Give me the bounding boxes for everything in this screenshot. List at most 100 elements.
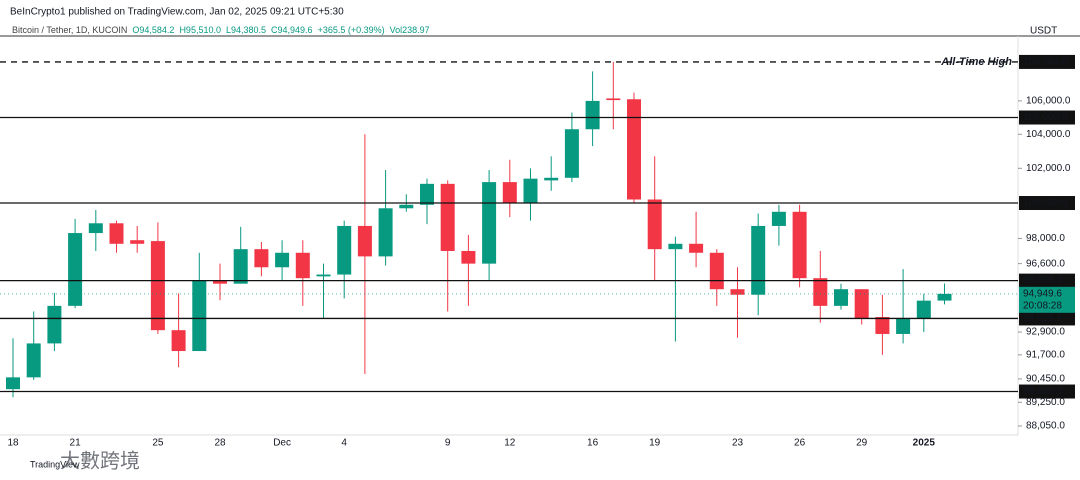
candle-body [47, 305, 62, 344]
candle-body [275, 252, 290, 268]
candle-body [647, 199, 662, 250]
level-label: 100,000.0 [1023, 198, 1068, 209]
candle-body [461, 250, 476, 264]
candle-body [213, 280, 227, 284]
candle-body [440, 183, 455, 251]
candle-body [689, 243, 704, 253]
x-tick-label: 26 [794, 438, 806, 449]
candle-body [937, 293, 952, 301]
candle-body [502, 182, 517, 204]
candle-body [109, 223, 124, 244]
candle-body [316, 274, 331, 277]
symbol: Bitcoin / Tether, 1D, KUCOIN [12, 25, 127, 35]
y-tick-label: 91,700.0 [1026, 349, 1065, 360]
level-label-box [1019, 273, 1075, 288]
y-tick-label: 102,000.0 [1026, 163, 1071, 174]
candle-body [627, 99, 641, 200]
x-tick-label: 21 [70, 438, 82, 449]
candle-body [68, 233, 83, 306]
last-price-box [1019, 286, 1075, 313]
logo: TradingView [30, 459, 80, 469]
level-label-box [1019, 384, 1075, 399]
level-label-box [1019, 311, 1075, 326]
level-label-box [1019, 54, 1075, 69]
x-tick-label: 16 [587, 438, 599, 449]
candle-body [834, 289, 848, 306]
level-label: 89,800.0 [1023, 386, 1062, 397]
candle-body [26, 343, 41, 378]
candle-body [606, 98, 621, 101]
candle-body [668, 243, 683, 250]
y-tick-label: 104,000.0 [1026, 129, 1071, 140]
candle-body [771, 211, 786, 226]
x-tick-label: 9 [445, 438, 451, 449]
legend-value: H95,510.0 [179, 25, 221, 35]
candle-body [896, 318, 911, 334]
candle-body [751, 225, 766, 295]
candle-body [378, 208, 393, 257]
legend-value: Vol238.97 [390, 25, 430, 35]
legend-value: C94,949.6 [271, 25, 313, 35]
candle-body [150, 241, 165, 331]
level-note: All-Time High [940, 56, 1012, 68]
candle-body [254, 249, 269, 268]
candle-body [295, 252, 310, 279]
legend-value: O94,584.2 [132, 25, 174, 35]
candle-body [916, 300, 931, 319]
y-tick-label: 92,900.0 [1026, 327, 1065, 338]
x-tick-label: 29 [856, 438, 868, 449]
x-tick-label: 4 [341, 438, 347, 449]
level-label-box [1019, 110, 1075, 125]
x-tick-label: 19 [649, 438, 661, 449]
last-price-label: 94,949.6 [1023, 288, 1062, 299]
y-tick-label: 96,600.0 [1026, 258, 1065, 269]
y-tick-label: 106,000.0 [1026, 96, 1071, 107]
x-tick-label: 28 [214, 438, 226, 449]
published: BeInCrypto1 published on TradingView.com… [10, 7, 344, 18]
x-tick-label: Dec [273, 438, 291, 449]
y-tick-label: 90,450.0 [1026, 374, 1065, 385]
candle-body [585, 100, 600, 130]
candle-body [130, 240, 145, 244]
level-label: 108,384.6 [1023, 57, 1068, 68]
candle-body [854, 289, 869, 319]
level-label: 105,000.0 [1023, 112, 1068, 123]
legend: Bitcoin / Tether, 1D, KUCOIN O94,584.2 H95… [12, 25, 430, 35]
candle-body [192, 280, 207, 352]
legend-value: L94,380.5 [226, 25, 266, 35]
candle-body [6, 377, 20, 390]
legend-value: +365.5 (+0.39%) [318, 25, 385, 35]
level-label: 93,625.1 [1023, 313, 1062, 324]
candle-body [875, 317, 890, 334]
level-label: 95,668.4 [1023, 275, 1062, 286]
candle-body [357, 225, 372, 257]
candle-body [337, 225, 352, 275]
candle-body [730, 289, 745, 295]
y-tick-label: 88,050.0 [1026, 421, 1065, 432]
x-tick-label: 23 [732, 438, 744, 449]
level-label-box [1019, 196, 1075, 211]
candle-body [523, 178, 538, 204]
candle-body [709, 252, 724, 290]
candle-body [233, 249, 248, 284]
candle-body [564, 129, 579, 178]
candle-body [88, 223, 103, 234]
candle-body [813, 278, 828, 306]
y-tick-label: 89,250.0 [1026, 397, 1065, 408]
candle-body [792, 211, 807, 279]
currency: USDT [1030, 26, 1057, 37]
candle-body [171, 330, 186, 352]
x-tick-label: 12 [504, 438, 516, 449]
y-tick-label: 98,000.0 [1026, 233, 1065, 244]
x-tick-label: 18 [7, 438, 19, 449]
x-tick-label: 25 [152, 438, 164, 449]
candle-body [399, 204, 414, 209]
candle-body [544, 177, 559, 181]
x-tick-label: 2025 [913, 438, 936, 449]
countdown: 20:08:28 [1023, 300, 1062, 311]
candle-body [420, 183, 434, 205]
candle-body [482, 182, 497, 264]
watermark: 大數跨境 [60, 449, 140, 472]
